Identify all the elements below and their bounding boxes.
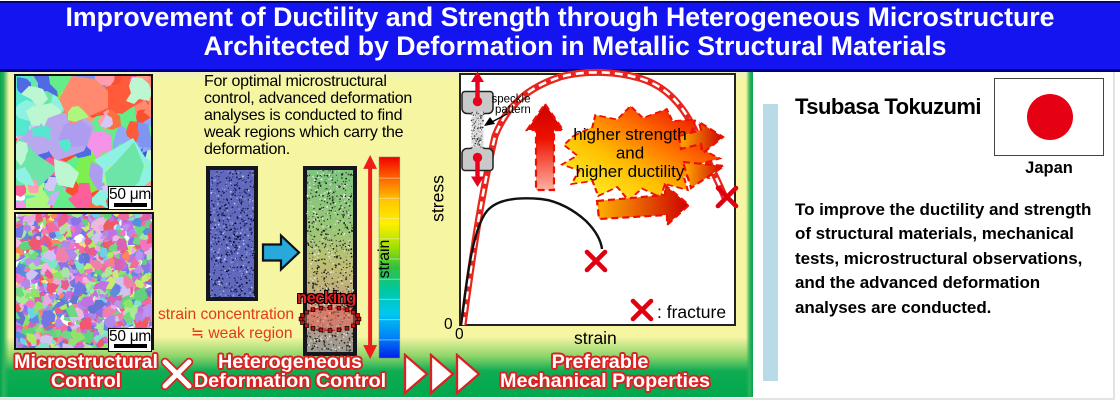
svg-text:strain: strain — [376, 240, 393, 279]
svg-text:higher ductility: higher ductility — [576, 162, 685, 181]
svg-text:pattern: pattern — [495, 104, 531, 116]
svg-text:and: and — [616, 144, 644, 163]
svg-text:: fracture: : fracture — [657, 302, 726, 322]
svg-text:speckle: speckle — [492, 94, 531, 106]
svg-text:higher strength: higher strength — [573, 125, 686, 144]
